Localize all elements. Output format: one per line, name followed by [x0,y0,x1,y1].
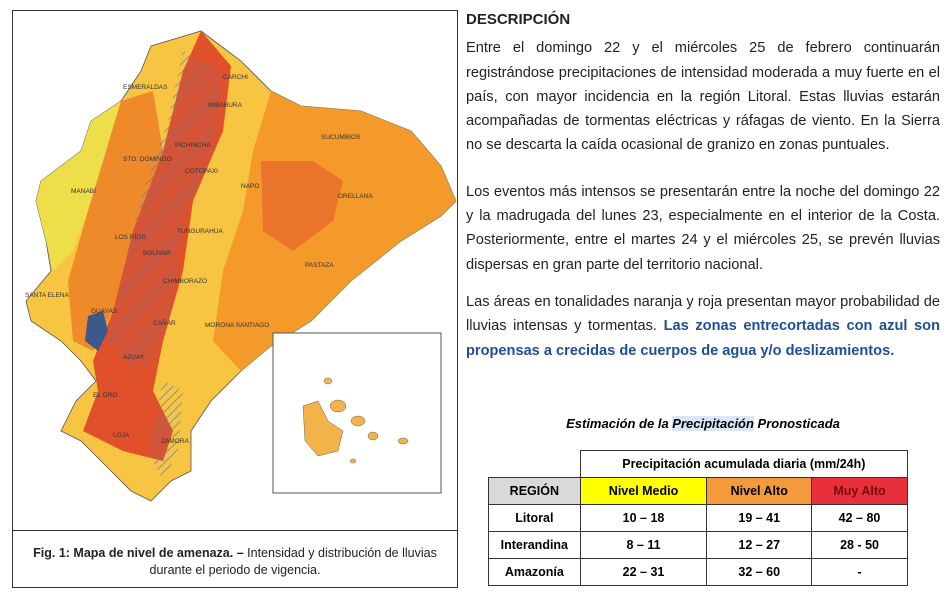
map-label: ESMERALDAS [123,84,168,91]
map-label: NAPO [241,183,259,190]
table-cell: 42 – 80 [811,504,908,532]
map-label: MORONA SANTIAGO [205,322,269,329]
map-label: IMBABURA [208,102,243,109]
description: DESCRIPCIÓN Entre el domingo 22 y el mié… [466,8,940,376]
caption-bold: Fig. 1: Mapa de nivel de amenaza. – [33,546,244,560]
map-label: CAÑAR [153,318,176,327]
group-header: Precipitación acumulada diaria (mm/24h) [579,450,909,478]
paragraph: Las áreas en tonalidades naranja y roja … [466,290,940,363]
map-label: TUNGURAHUA [177,228,224,235]
table-cell: Amazonía [488,558,581,586]
text: Las áreas en tonalidades naranja y roja … [466,293,940,335]
paragraph: Los eventos más intensos se presentarán … [466,183,940,273]
text: Estimación de la [566,416,673,431]
map-label: ZAMORA [161,438,189,445]
empty-cell [489,451,581,478]
table-row: Amazonía 22 – 31 32 – 60- [488,558,908,586]
east-zone [261,161,343,251]
paragraph: Entre el domingo 22 y el miércoles 25 de… [466,40,940,154]
map: CARCHI ESMERALDAS IMBABURA PICHINCHA STO… [25,30,457,502]
map-label: EL ORO [93,392,117,399]
column-header: Nivel Medio [579,477,708,505]
highlight-text: Precipitación [672,416,754,431]
map-label: PASTAZA [305,262,334,269]
table-cell: - [811,558,908,586]
column-header: Muy Alto [811,477,908,505]
map-label: LOJA [113,432,130,439]
table-cell: 32 – 60 [706,558,813,586]
highlight-text: Las zonas entrecortadas con azul son pro… [466,318,940,359]
table-cell: Litoral [488,504,581,532]
map-label: MANABÍ [71,186,96,195]
table-row: Litoral 10 – 18 19 – 41 42 – 80 [488,504,908,532]
text: Pronosticada [753,416,840,431]
caption-text: Intensidad y distribución de lluvias dur… [149,546,437,577]
table-caption: Estimación de la Precipitación Pronostic… [466,416,940,431]
map-label: SANTA ELENA [25,292,70,299]
gulf [85,311,108,351]
map-label: COTOPAXI [185,168,218,175]
map-label: BOLÍVAR [143,248,171,257]
hatched-zone [108,51,223,371]
table: Precipitación acumulada diaria (mm/24h) … [488,450,909,586]
map-label: ORELLANA [338,193,373,200]
map-label: CARCHI [223,74,248,81]
table-cell: 12 – 27 [706,531,813,559]
map-label: LOS RÍOS [115,232,146,241]
map-label: CHIMBORAZO [163,278,207,285]
table-cell: 22 – 31 [579,558,708,586]
table-row: Interandina 8 – 11 12 – 27 28 - 50 [488,531,908,559]
hatched-zone [148,381,183,481]
map-label: SUCUMBIOS [321,134,361,141]
inner-zone [68,91,163,351]
column-header: Nivel Alto [706,477,813,505]
map-label: AZUAY [123,354,145,361]
table-cell: 19 – 41 [706,504,813,532]
column-header: REGIÓN [488,477,581,505]
table-cell: 8 – 11 [579,531,708,559]
map-label: PICHINCHA [175,142,211,149]
map-label: STO. DOMINGO [123,156,172,163]
heading: DESCRIPCIÓN [466,11,571,28]
map-label: GUAYAS [91,308,118,315]
table-cell: 28 - 50 [811,531,908,559]
figure-caption: Fig. 1: Mapa de nivel de amenaza. – Inte… [12,530,458,588]
map-panel: CARCHI ESMERALDAS IMBABURA PICHINCHA STO… [12,10,458,588]
table-cell: Interandina [488,531,581,559]
table-cell: 10 – 18 [579,504,708,532]
galapagos-inset [272,332,442,494]
galapagos [302,377,409,464]
